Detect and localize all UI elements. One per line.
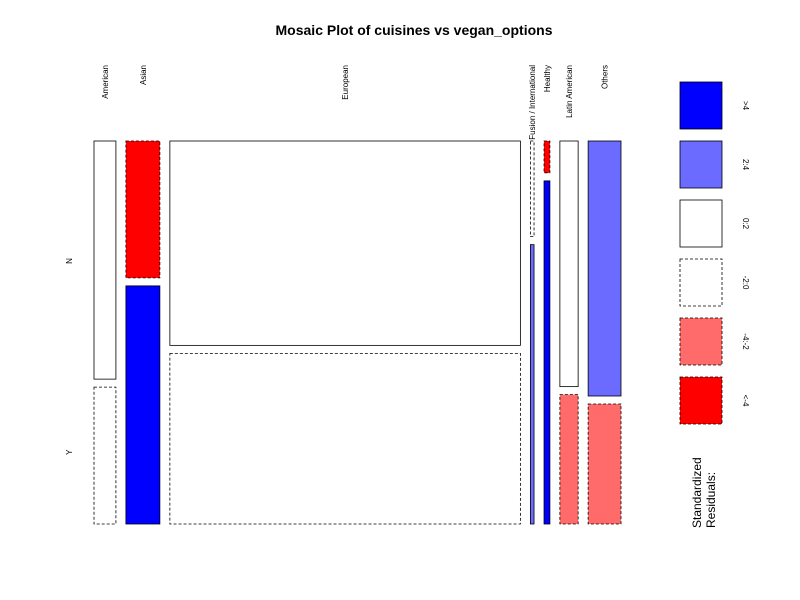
legend-label-3: 0:2 (741, 218, 750, 230)
tile-european-n (169, 140, 521, 346)
legend-label-1: >4 (741, 101, 750, 111)
column-label-healthy: Healthy (543, 65, 552, 92)
column-label-american: American (101, 65, 110, 99)
chart-title: Mosaic Plot of cuisines vs vegan_options (276, 22, 553, 38)
column-label-european: European (341, 65, 350, 100)
legend-title-line2: Residuals: (704, 472, 718, 528)
tile-latin-american-n (559, 140, 579, 388)
tile-fusion-international-y (529, 244, 535, 525)
row-label-n: N (65, 258, 74, 264)
tile-european-y (169, 352, 521, 525)
column-label-others: Others (601, 65, 610, 89)
row-labels: NY (65, 258, 74, 455)
tile-american-y (93, 386, 117, 525)
legend: >4 2:4 0:2 -2:0 -4:-2 <-4 Standardized Residual… (679, 81, 750, 528)
legend-swatch-3 (679, 199, 723, 248)
tile-others-n (587, 140, 622, 397)
legend-label-6: <-4 (741, 395, 750, 407)
legend-swatch-4 (679, 258, 723, 307)
column-label-latin-american: Latin American (565, 65, 574, 118)
column-labels: American Asian European Fusion / Internatio… (101, 65, 610, 140)
tile-american-n (93, 140, 117, 380)
tile-others-y (587, 403, 622, 525)
tile-healthy-n (543, 140, 551, 174)
tile-healthy-y (543, 180, 551, 525)
legend-swatch-5 (679, 317, 723, 366)
legend-swatch-6 (679, 376, 723, 425)
legend-title-line1: Standardized (690, 457, 704, 528)
mosaic-columns (93, 140, 622, 525)
row-label-y: Y (65, 449, 74, 455)
column-label-fusion-international: Fusion / International (528, 65, 537, 140)
tile-asian-y (125, 285, 161, 525)
legend-label-2: 2:4 (741, 159, 750, 171)
legend-swatch-1 (679, 81, 723, 130)
column-label-asian: Asian (139, 65, 148, 85)
legend-label-5: -4:-2 (741, 333, 750, 350)
legend-label-4: -2:0 (741, 276, 750, 290)
tile-fusion-international-n (529, 140, 535, 238)
tile-asian-n (125, 140, 161, 279)
tile-latin-american-y (559, 394, 579, 525)
legend-swatch-2 (679, 140, 723, 189)
